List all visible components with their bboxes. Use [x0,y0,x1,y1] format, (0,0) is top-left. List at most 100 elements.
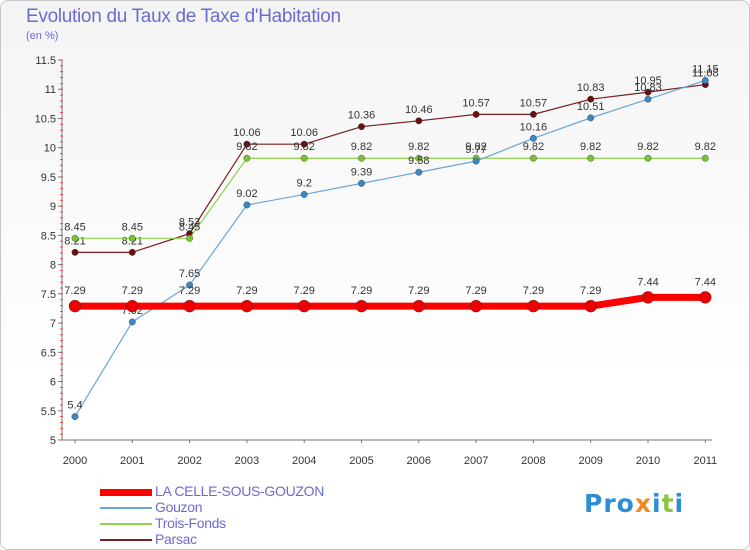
logo-letter: o [616,489,635,518]
y-tick-label: 8 [50,260,56,272]
data-point-gouzon [300,191,308,198]
data-point-la-celle-sous-gouzon [527,299,540,313]
data-point-trois-fonds [128,234,136,242]
y-tick-label: 10.5 [35,113,56,125]
x-tick-label: 2003 [235,455,259,467]
data-label-parsac: 10.46 [405,104,433,116]
y-tick-label: 5 [50,435,56,447]
data-label-gouzon: 9.02 [236,188,257,200]
x-tick-label: 2005 [349,455,373,467]
data-label-parsac: 10.06 [233,127,261,139]
data-label-la-celle-sous-gouzon: 7.29 [523,285,544,297]
data-label-parsac: 10.57 [520,97,548,109]
data-label-parsac: 10.57 [462,97,490,109]
data-point-la-celle-sous-gouzon [584,299,597,313]
y-tick-label: 11.5 [35,55,56,67]
data-label-parsac: 10.06 [290,127,318,139]
y-tick-label: 9 [50,201,56,213]
legend-label: Trois-Fonds [155,515,226,531]
data-label-trois-fonds: 8.45 [179,221,200,233]
y-tick-label: 8.5 [41,230,56,242]
y-tick-label: 9.5 [41,172,56,184]
data-point-la-celle-sous-gouzon [126,299,139,313]
data-point-trois-fonds [300,154,308,162]
data-point-parsac [243,140,251,148]
legend-label: Parsac [155,531,197,547]
legend-label: LA CELLE-SOUS-GOUZON [155,483,325,499]
data-label-trois-fonds: 9.82 [695,141,716,153]
data-point-trois-fonds [71,234,79,242]
y-tick-label: 6 [50,377,56,389]
legend-label: Gouzon [155,499,203,515]
data-point-gouzon [128,318,136,326]
data-label-trois-fonds: 9.82 [293,141,314,153]
data-label-parsac: 10.83 [577,82,605,94]
data-point-la-celle-sous-gouzon [699,291,712,304]
data-point-parsac [71,248,79,256]
data-point-gouzon [243,201,251,209]
data-label-trois-fonds: 9.82 [408,141,429,153]
data-point-parsac [587,95,595,103]
x-tick-label: 2004 [292,455,316,467]
data-point-trois-fonds [701,154,709,162]
x-tick-label: 2007 [464,455,488,467]
data-label-trois-fonds: 8.45 [64,221,85,233]
data-point-la-celle-sous-gouzon [355,299,368,313]
data-point-gouzon [530,134,537,142]
data-label-gouzon: 9.58 [408,155,429,167]
x-tick-label: 2006 [407,455,431,467]
data-point-gouzon [644,95,652,103]
series-line-gouzon [74,79,706,417]
y-tick-label: 6.5 [41,347,56,359]
logo-letter: P [584,489,604,518]
x-tick-label: 2009 [578,455,602,467]
data-label-la-celle-sous-gouzon: 7.29 [64,285,85,297]
data-point-la-celle-sous-gouzon [412,299,425,313]
data-label-trois-fonds: 9.82 [351,141,372,153]
series-line-parsac [75,83,706,253]
data-label-parsac: 10.36 [348,110,376,122]
series-line-la-celle-sous-gouzon [75,293,706,310]
data-label-la-celle-sous-gouzon: 7.29 [580,285,601,297]
y-tick-label: 7 [50,318,56,330]
y-tick-label: 11 [45,84,56,96]
data-label-la-celle-sous-gouzon: 7.29 [293,285,314,297]
data-label-la-celle-sous-gouzon: 7.29 [408,285,429,297]
logo-letter: i [652,489,662,518]
data-point-trois-fonds [186,234,194,242]
data-point-gouzon [472,157,480,165]
data-point-trois-fonds [358,154,365,162]
y-tick-label: 7.5 [41,289,56,301]
x-tick-label: 2001 [120,455,144,467]
x-tick-label: 2010 [636,455,660,467]
y-tick-label: 10 [44,143,56,155]
data-label-la-celle-sous-gouzon: 7.44 [695,276,716,288]
data-point-parsac [128,248,136,256]
x-tick-label: 2011 [693,455,717,467]
data-point-gouzon [358,179,365,187]
data-label-gouzon: 10.83 [634,82,662,94]
data-label-la-celle-sous-gouzon: 7.29 [122,285,143,297]
data-point-gouzon [415,168,423,176]
logo-letter: i [674,489,685,518]
data-point-la-celle-sous-gouzon [298,299,311,313]
series-line-trois-fonds [75,157,706,239]
data-label-gouzon: 7.65 [179,268,200,280]
data-label-la-celle-sous-gouzon: 7.44 [637,276,658,288]
data-point-la-celle-sous-gouzon [240,299,254,313]
data-label-gouzon: 9.39 [351,166,372,178]
data-label-parsac: 11.08 [692,68,719,80]
logo-letter: r [603,489,617,518]
data-point-trois-fonds [243,154,251,162]
data-point-parsac [644,88,652,96]
data-label-gouzon: 9.2 [297,177,312,189]
data-label-la-celle-sous-gouzon: 7.29 [236,285,257,297]
x-tick-label: 2000 [63,455,87,467]
data-point-trois-fonds [530,154,537,162]
data-point-gouzon [701,77,709,84]
data-point-parsac [472,110,480,118]
data-point-trois-fonds [644,154,652,162]
data-label-la-celle-sous-gouzon: 7.29 [465,285,486,297]
data-point-la-celle-sous-gouzon [183,299,196,313]
